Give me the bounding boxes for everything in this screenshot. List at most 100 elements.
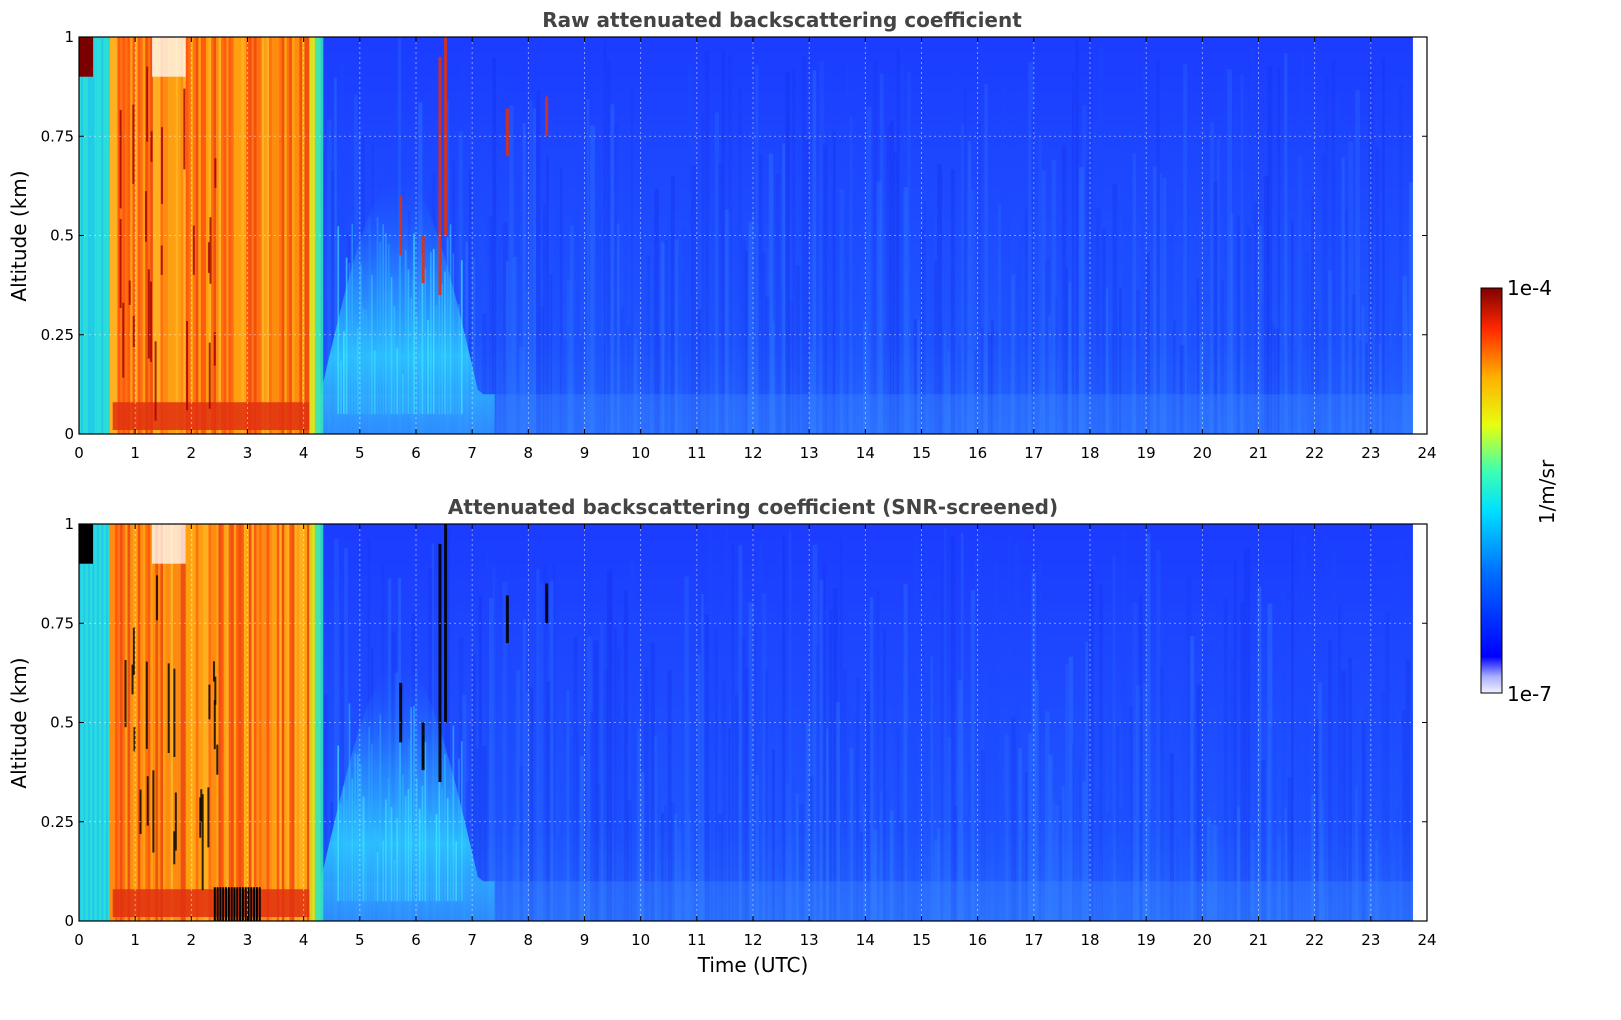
x-tick-label: 24 [1417, 931, 1436, 949]
strong-signal-stripe [150, 524, 154, 921]
signal-streak [960, 532, 964, 921]
strong-signal-stripe [112, 37, 116, 434]
signal-streak [991, 622, 995, 921]
signal-streak [1189, 297, 1195, 434]
x-tick-label: 18 [1080, 444, 1099, 462]
cloud-streak [214, 158, 217, 188]
screened-pixels [213, 887, 216, 921]
cloud-streak [173, 831, 176, 865]
signal-streak [1011, 716, 1016, 921]
signal-streak [1159, 666, 1164, 921]
plume-streak [421, 785, 424, 902]
x-tick-label: 18 [1080, 931, 1099, 949]
cloud-streak [214, 676, 217, 705]
x-tick-label: 2 [187, 931, 197, 949]
strong-signal-stripe [165, 524, 169, 921]
x-tick-label: 22 [1305, 931, 1324, 949]
plume-streak [382, 840, 384, 902]
cloud-streak [146, 776, 149, 826]
signal-streak [485, 543, 489, 921]
signal-streak [1274, 328, 1280, 434]
strong-signal-stripe [216, 524, 219, 921]
signal-streak [735, 694, 740, 921]
signal-streak [1136, 289, 1141, 434]
signal-streak [1159, 173, 1163, 434]
cloud-streak [128, 280, 131, 305]
signal-streak [1321, 154, 1326, 434]
signal-streak [1092, 128, 1097, 434]
signal-streak [954, 69, 957, 435]
cloud-streak [124, 659, 127, 728]
screened-pixels [247, 887, 250, 921]
plume-streak [407, 269, 410, 415]
signal-streak [1146, 533, 1151, 921]
signal-streak [943, 330, 947, 434]
plume-streak [416, 315, 418, 415]
signal-streak [1018, 234, 1021, 434]
x-tick-label: 5 [355, 931, 365, 949]
plume-streak [418, 808, 421, 902]
signal-streak [829, 609, 833, 921]
y-tick-label: 0.25 [41, 326, 74, 344]
strong-signal-stripe [109, 37, 113, 434]
signal-streak [1203, 353, 1207, 434]
plume-streak [404, 250, 407, 415]
signal-streak [920, 827, 924, 921]
cloud-streak [145, 661, 148, 749]
signal-streak [677, 830, 682, 921]
strong-signal-stripe [261, 37, 265, 434]
signal-streak [839, 536, 843, 921]
signal-streak [923, 672, 928, 921]
signal-streak [812, 544, 818, 921]
signal-streak [1085, 160, 1090, 434]
signal-streak [765, 297, 770, 434]
signal-streak [738, 545, 743, 921]
strong-signal-stripe [221, 37, 224, 434]
signal-streak [775, 173, 780, 434]
strong-signal-stripe [236, 524, 240, 921]
cloud-streak [150, 131, 153, 162]
signal-streak [1031, 109, 1035, 434]
signal-streak [522, 618, 526, 921]
cloud-streak [131, 664, 134, 695]
signal-streak [1247, 225, 1252, 434]
signal-streak [866, 106, 872, 435]
signal-streak [650, 643, 655, 921]
signal-streak [1368, 839, 1372, 921]
signal-streak [1034, 679, 1040, 921]
strong-signal-stripe [190, 37, 194, 434]
signal-streak [1004, 180, 1010, 434]
signal-streak [896, 727, 901, 921]
signal-streak [802, 578, 805, 921]
x-tick-label: 23 [1361, 444, 1380, 462]
signal-streak [984, 84, 988, 434]
signal-streak [876, 181, 882, 434]
signal-streak [542, 565, 547, 921]
cloud-streak [505, 108, 509, 157]
signal-streak [859, 831, 864, 921]
signal-streak [1139, 345, 1144, 434]
plume-streak [387, 243, 390, 415]
signal-streak [1142, 64, 1146, 434]
x-tick-label: 7 [467, 444, 477, 462]
signal-streak [623, 144, 628, 434]
signal-streak [1287, 336, 1292, 434]
signal-streak [519, 765, 524, 921]
signal-streak [832, 132, 836, 434]
screened-pixels [250, 887, 253, 921]
signal-streak [708, 526, 713, 921]
cloud-streak [209, 217, 212, 284]
surface-layer [320, 394, 1413, 434]
panel-screened: Attenuated backscattering coefficient (S… [7, 495, 1437, 977]
strong-signal-stripe [120, 524, 123, 921]
signal-streak [937, 828, 941, 921]
strong-signal-stripe [190, 524, 194, 921]
signal-streak [556, 151, 561, 434]
signal-streak [1311, 794, 1317, 921]
signal-streak [900, 820, 906, 921]
signal-streak [846, 701, 852, 921]
strong-signal-stripe [175, 37, 179, 434]
signal-streak [1237, 807, 1240, 921]
signal-streak [761, 593, 767, 921]
plume-streak [337, 745, 340, 902]
